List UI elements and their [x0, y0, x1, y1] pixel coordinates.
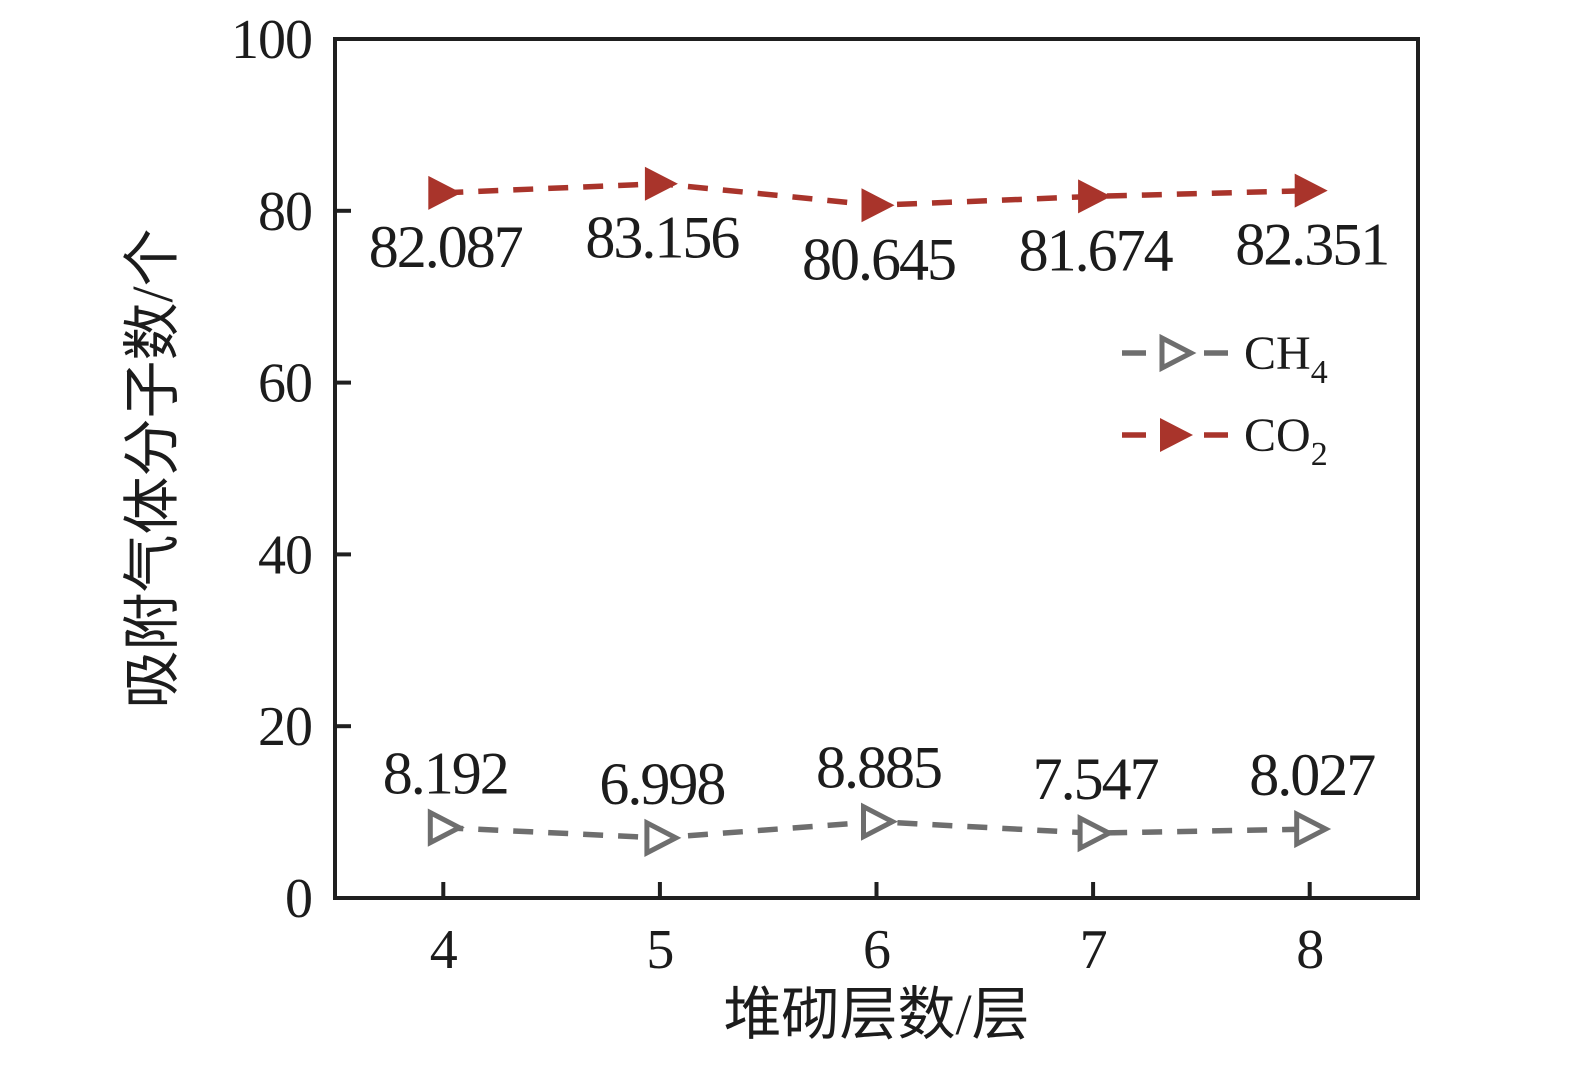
legend-co2-label: CO2: [1244, 409, 1328, 473]
x-tick-label: 4: [430, 919, 458, 981]
legend-ch4-marker: [1159, 333, 1197, 373]
co2-value-label: 80.645: [802, 226, 955, 292]
co2-value-label: 81.674: [1019, 217, 1174, 283]
y-tick-label: 60: [258, 353, 312, 415]
y-tick-label: 0: [285, 868, 312, 930]
co2-value-label: 82.087: [369, 214, 523, 280]
y-tick-label: 40: [258, 524, 312, 586]
ch4-value-label: 7.547: [1033, 746, 1159, 812]
x-tick-label: 6: [863, 919, 890, 981]
co2-marker: [1294, 173, 1328, 208]
co2-marker: [428, 175, 462, 210]
co2-value-label: 82.351: [1235, 212, 1388, 278]
ch4-value-label: 8.885: [816, 735, 941, 801]
y-tick-label: 80: [258, 181, 312, 243]
ch4-series: 8.192 6.998 8.885 7.547 8.027: [383, 735, 1377, 857]
ch4-marker: [644, 818, 682, 857]
x-tick-label: 8: [1296, 919, 1323, 981]
legend-co2-marker: [1160, 418, 1193, 452]
ch4-value-label: 8.192: [383, 741, 508, 807]
ch4-value-label: 6.998: [599, 751, 724, 817]
co2-series: 82.087 83.156 80.645 81.674 82.351: [369, 166, 1390, 292]
x-axis-title: 堆砌层数/层: [723, 982, 1029, 1047]
legend-ch4-label: CH4: [1244, 327, 1328, 391]
y-axis-title: 吸附气体分子数/个: [120, 228, 185, 708]
legend-item-ch4: CH4: [1122, 327, 1328, 391]
legend-item-co2: CO2: [1122, 409, 1328, 473]
ch4-marker: [1077, 814, 1115, 853]
ch4-marker: [1294, 809, 1332, 849]
ch4-marker: [427, 808, 465, 847]
x-tick-label: 7: [1080, 919, 1107, 981]
co2-value-label: 83.156: [585, 205, 739, 271]
co2-marker: [644, 166, 678, 201]
ch4-value-label: 8.027: [1249, 742, 1375, 808]
x-tick-label: 5: [646, 919, 673, 981]
ch4-marker: [861, 802, 898, 841]
co2-marker: [1078, 179, 1112, 214]
y-tick-label: 20: [258, 696, 312, 758]
y-tick-label: 100: [231, 9, 312, 71]
co2-marker: [861, 188, 895, 223]
